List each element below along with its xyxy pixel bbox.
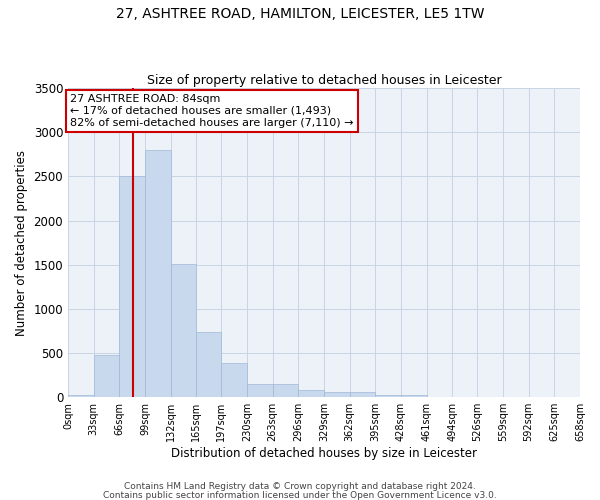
Text: Contains public sector information licensed under the Open Government Licence v3: Contains public sector information licen… (103, 490, 497, 500)
Text: 27, ASHTREE ROAD, HAMILTON, LEICESTER, LE5 1TW: 27, ASHTREE ROAD, HAMILTON, LEICESTER, L… (116, 8, 484, 22)
Bar (401, 396, 427, 397)
Bar (350, 392, 376, 397)
Bar (171, 264, 196, 397)
X-axis label: Distribution of detached houses by size in Leicester: Distribution of detached houses by size … (171, 447, 477, 460)
Text: 27 ASHTREE ROAD: 84sqm
← 17% of detached houses are smaller (1,493)
82% of semi-: 27 ASHTREE ROAD: 84sqm ← 17% of detached… (70, 94, 354, 128)
Bar (221, 363, 247, 397)
Y-axis label: Number of detached properties: Number of detached properties (15, 150, 28, 336)
Bar (324, 392, 350, 397)
Text: Contains HM Land Registry data © Crown copyright and database right 2024.: Contains HM Land Registry data © Crown c… (124, 482, 476, 491)
Bar (272, 384, 298, 397)
Bar (196, 332, 221, 397)
Title: Size of property relative to detached houses in Leicester: Size of property relative to detached ho… (147, 74, 502, 87)
Bar (247, 384, 272, 397)
Bar (119, 176, 145, 397)
Bar (68, 396, 94, 397)
Bar (298, 390, 324, 397)
Bar (94, 355, 119, 397)
Bar (145, 150, 171, 397)
Bar (376, 394, 401, 397)
